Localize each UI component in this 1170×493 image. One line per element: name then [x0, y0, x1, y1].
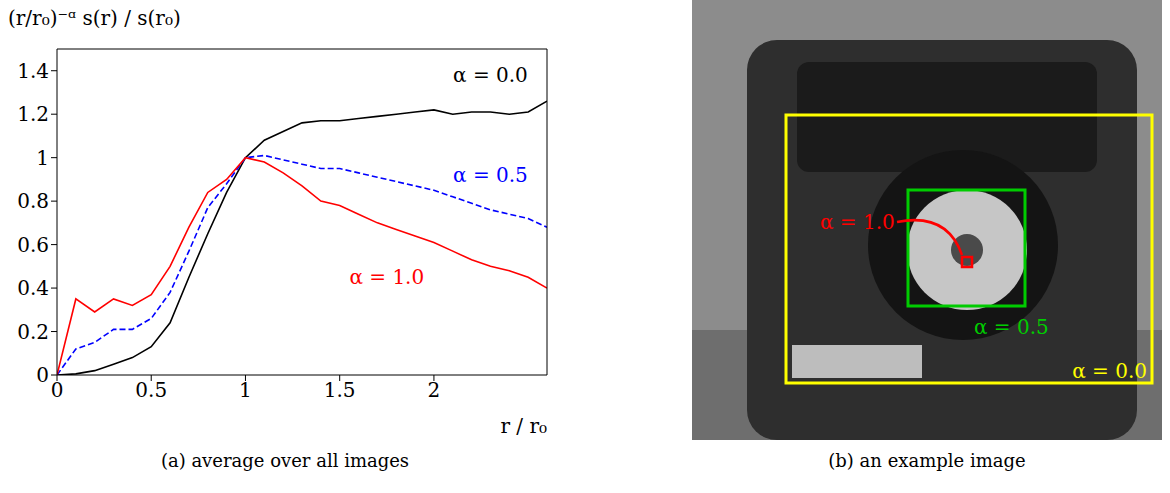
svg-text:1: 1 — [239, 378, 252, 402]
svg-text:α = 0.0: α = 0.0 — [1072, 359, 1147, 383]
svg-text:1.4: 1.4 — [17, 59, 49, 83]
svg-text:α = 0.5: α = 0.5 — [974, 315, 1049, 339]
svg-text:α = 1.0: α = 1.0 — [349, 265, 424, 289]
svg-text:0.2: 0.2 — [17, 320, 49, 344]
svg-text:1.5: 1.5 — [324, 378, 356, 402]
html-text:(r/r₀)⁻ᵅ s(r) / s(r₀): (r/r₀)⁻ᵅ s(r) / s(r₀) — [8, 6, 181, 30]
svg-text:0.5: 0.5 — [135, 378, 167, 402]
svg-text:α = 0.0: α = 0.0 — [453, 63, 528, 87]
html-text:(b) an example image: (b) an example image — [828, 450, 1026, 471]
svg-text:0.6: 0.6 — [17, 233, 49, 257]
svg-text:1.2: 1.2 — [17, 102, 49, 126]
svg-text:0.8: 0.8 — [17, 189, 49, 213]
svg-text:α = 0.5: α = 0.5 — [453, 163, 528, 187]
svg-text:2: 2 — [428, 378, 441, 402]
svg-text:0: 0 — [36, 363, 49, 387]
svg-text:1: 1 — [36, 146, 49, 170]
html-text:(a) average over all images: (a) average over all images — [160, 450, 410, 471]
svg-text:α = 1.0: α = 1.0 — [820, 210, 895, 234]
svg-text:r / r₀: r / r₀ — [500, 414, 547, 438]
svg-text:0.4: 0.4 — [17, 276, 49, 300]
svg-text:0: 0 — [51, 378, 64, 402]
